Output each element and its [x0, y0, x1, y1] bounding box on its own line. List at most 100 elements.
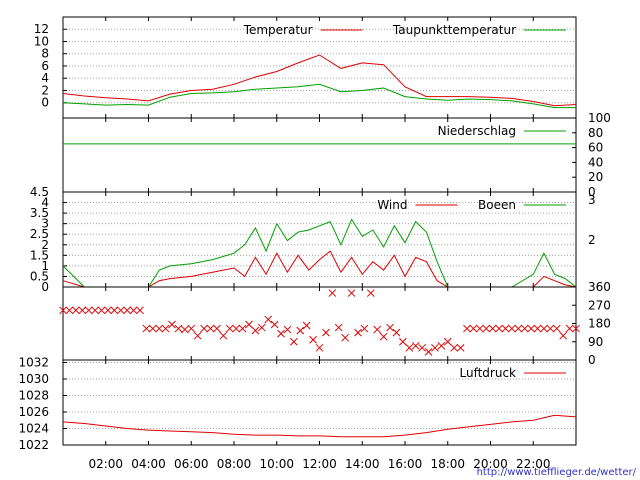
- pressure-legend-label: Luftdruck: [459, 366, 516, 380]
- wind-direction-point: [251, 326, 260, 335]
- wind-direction-point: [373, 325, 382, 334]
- wind-direction-point: [78, 306, 87, 315]
- point-stroke: [219, 331, 228, 340]
- point-stroke: [379, 332, 388, 341]
- x-axis-tick-label: 02:00: [88, 457, 123, 471]
- wind-direction-point: [533, 324, 542, 333]
- point-stroke: [296, 326, 305, 335]
- point-stroke: [65, 306, 74, 315]
- point-stroke: [322, 328, 330, 337]
- wind-ytick-label: 4: [41, 196, 49, 210]
- precipitation-ytick-label: 20: [588, 170, 603, 184]
- wind-direction-point: [91, 306, 99, 315]
- point-stroke: [309, 335, 317, 344]
- wind-direction-point: [289, 337, 298, 346]
- wind-direction-point: [366, 289, 375, 297]
- point-stroke: [559, 331, 568, 340]
- point-stroke: [431, 343, 439, 352]
- x-axis-tick-label: 08:00: [217, 457, 252, 471]
- point-stroke: [392, 328, 401, 337]
- pressure-ytick-label: 1024: [18, 421, 49, 435]
- wind-direction-point: [508, 324, 516, 333]
- wind-direction-point: [559, 331, 568, 340]
- precipitation-ytick-label: 80: [588, 126, 603, 140]
- point-stroke: [129, 306, 138, 315]
- wind-direction-point: [206, 324, 215, 333]
- wind-direction-point: [501, 324, 510, 333]
- point-stroke: [245, 320, 253, 329]
- wind-direction-point: [71, 306, 80, 315]
- point-stroke: [277, 329, 285, 338]
- wind-direction-point: [431, 343, 439, 352]
- wind_direction-frame: [62, 286, 577, 361]
- wind-direction-point: [386, 323, 394, 332]
- point-stroke: [302, 321, 311, 330]
- wind-direction-point: [360, 324, 369, 333]
- wind-legend-label: Boeen: [478, 198, 516, 212]
- point-stroke: [148, 324, 157, 333]
- wind-direction-point: [315, 343, 324, 352]
- point-stroke: [508, 324, 516, 333]
- wind_direction-ytick-label: 90: [588, 335, 603, 349]
- point-stroke: [289, 337, 298, 346]
- pressure-ytick-label: 1028: [18, 388, 49, 402]
- wind-direction-point: [219, 331, 228, 340]
- temperature-ytick-label: 4: [41, 71, 49, 85]
- point-stroke: [251, 326, 260, 335]
- wind-direction-point: [488, 324, 497, 333]
- wind-direction-point: [302, 321, 311, 330]
- x-axis-tick-label: 20:00: [473, 457, 508, 471]
- point-stroke: [232, 324, 240, 333]
- point-stroke: [225, 324, 234, 333]
- wind-direction-point: [475, 324, 484, 333]
- wind-direction-point: [341, 333, 350, 342]
- x-axis-tick-label: 12:00: [302, 457, 337, 471]
- wind-direction-point: [328, 289, 337, 297]
- point-stroke: [347, 289, 356, 297]
- wind-direction-point: [437, 341, 446, 350]
- wind-direction-point: [245, 320, 253, 329]
- wind_direction-ytick-label: 360: [588, 280, 611, 294]
- point-stroke: [334, 323, 343, 332]
- wind-ytick-label: 1.5: [30, 248, 49, 262]
- point-stroke: [463, 324, 471, 333]
- wind-ytick-label: 3: [41, 217, 49, 231]
- point-stroke: [200, 324, 208, 333]
- point-stroke: [328, 289, 337, 297]
- wind-direction-point: [443, 337, 452, 346]
- wind-direction-point: [565, 324, 574, 333]
- wind-direction-point: [136, 306, 144, 315]
- wind-ytick-label: 3.5: [30, 206, 49, 220]
- wind-direction-point: [540, 324, 548, 333]
- x-axis-tick-label: 04:00: [131, 457, 166, 471]
- point-stroke: [174, 324, 183, 333]
- wind-direction-point: [116, 306, 125, 315]
- credit-link[interactable]: http://www.tiefflieger.de/wetter/: [477, 467, 637, 478]
- pressure-ytick-label: 1030: [18, 372, 49, 386]
- x-axis-tick-label: 16:00: [388, 457, 423, 471]
- temperature-ytick-label: 12: [34, 22, 49, 36]
- wind-direction-point: [418, 343, 426, 352]
- point-stroke: [501, 324, 510, 333]
- temperature-legend-label: Temperatur: [243, 23, 313, 37]
- wind-direction-point: [110, 306, 119, 315]
- point-stroke: [193, 331, 202, 340]
- wind-right-tick-label: 3: [588, 193, 596, 207]
- wind-direction-point: [572, 324, 580, 333]
- wind-direction-point: [174, 324, 183, 333]
- precipitation-ytick-label: 60: [588, 141, 603, 155]
- point-stroke: [168, 320, 176, 329]
- point-stroke: [187, 324, 196, 333]
- point-stroke: [354, 328, 362, 337]
- wind_direction-ytick-label: 180: [588, 317, 611, 331]
- wind-direction-point: [277, 329, 285, 338]
- point-stroke: [180, 325, 189, 334]
- point-stroke: [424, 348, 433, 356]
- wind-direction-point: [180, 325, 189, 334]
- wind-ytick-label: 0: [41, 280, 49, 294]
- wind-direction-point: [161, 324, 170, 333]
- wind-direction-point: [193, 331, 202, 340]
- wind_direction-ytick-label: 0: [588, 353, 596, 367]
